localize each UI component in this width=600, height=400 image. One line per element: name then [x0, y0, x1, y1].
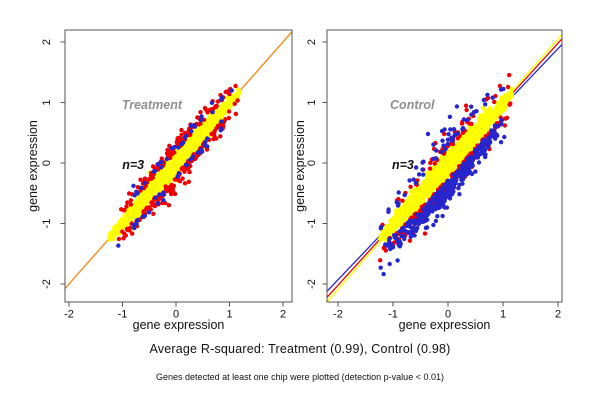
- y-tick-label: -1: [306, 219, 318, 229]
- y-axis-label: gene expression: [293, 120, 307, 212]
- x-axis-label: gene expression: [133, 318, 225, 332]
- x-tick-label: 2: [555, 309, 561, 321]
- x-tick-label: 0: [445, 309, 451, 321]
- scatter-points-chip-blue: [378, 86, 507, 277]
- scatter-points-chip-blue: [116, 88, 234, 248]
- plot-box: [64, 29, 293, 303]
- panel-title: Treatment: [122, 98, 183, 112]
- detection-footnote: Genes detected at least one chip were pl…: [156, 372, 444, 382]
- x-tick-label: 2: [280, 309, 286, 321]
- x-tick-label: 1: [500, 309, 506, 321]
- y-tick-label: 2: [306, 39, 318, 45]
- scatter-points-chip-yellow: [106, 87, 242, 242]
- y-tick-label: 1: [306, 99, 318, 105]
- y-tick-label: 2: [41, 39, 53, 45]
- y-tick-label: 1: [41, 99, 53, 105]
- x-tick-label: -2: [333, 309, 343, 321]
- x-tick-label: -1: [388, 309, 398, 321]
- r-squared-summary: Average R-squared: Treatment (0.99), Con…: [149, 342, 451, 356]
- y-tick-label: -2: [306, 279, 318, 289]
- panel-control: -2 -1 0 1 2 -2 -1 0 1 2 gene expression gene expres…: [293, 29, 563, 332]
- plot-box: [326, 29, 563, 303]
- n-annotation: n=3: [122, 158, 144, 172]
- y-tick-label: -2: [41, 279, 53, 289]
- x-tick-label: 0: [173, 309, 179, 321]
- scatter-points-chip-yellow: [377, 86, 515, 242]
- y-tick-label: 0: [306, 160, 318, 166]
- panel-title: Control: [390, 98, 435, 112]
- y-tick-label: 0: [41, 160, 53, 166]
- x-tick-label: -2: [64, 309, 74, 321]
- x-tick-label: -1: [118, 309, 128, 321]
- y-tick-label: -1: [41, 219, 53, 229]
- n-annotation: n=3: [392, 158, 414, 172]
- panel-treatment: -2 -1 0 1 2 -2 -1 0 1 2 gene expression gene expres…: [26, 29, 293, 332]
- x-axis-label: gene expression: [399, 318, 491, 332]
- x-tick-label: 1: [226, 309, 232, 321]
- y-axis-label: gene expression: [26, 120, 40, 212]
